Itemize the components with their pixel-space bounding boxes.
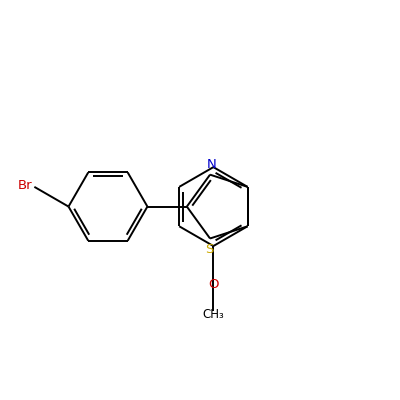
Text: S: S (205, 242, 214, 256)
Text: O: O (208, 278, 219, 291)
Text: CH₃: CH₃ (202, 308, 224, 321)
Text: Br: Br (17, 179, 32, 192)
Text: N: N (207, 158, 216, 171)
